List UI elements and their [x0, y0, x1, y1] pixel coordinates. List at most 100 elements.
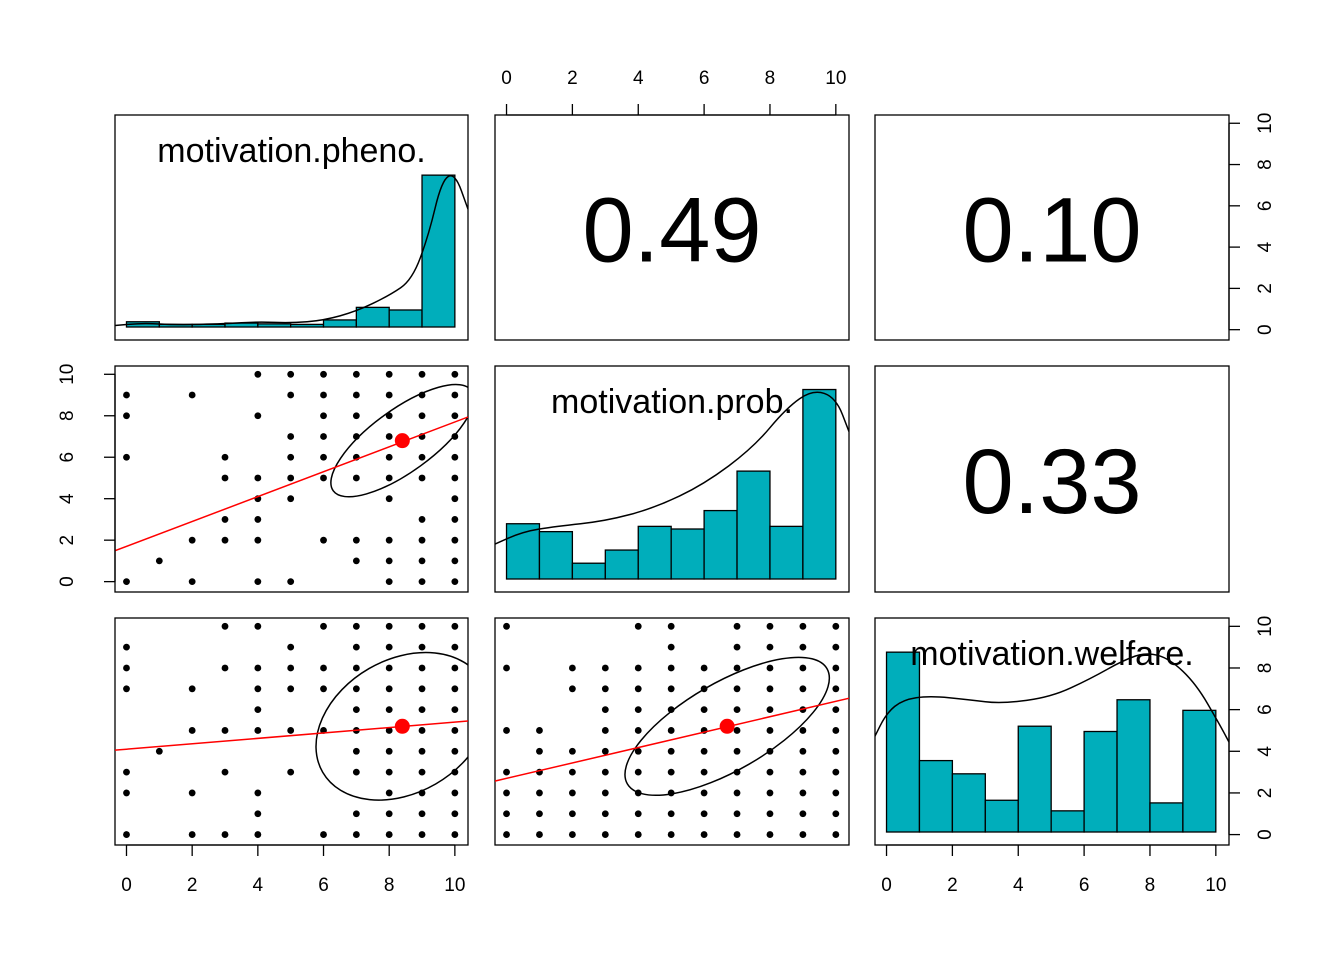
data-point	[287, 768, 295, 776]
data-point	[352, 685, 360, 693]
tick-label: 10	[825, 68, 846, 89]
data-point	[352, 810, 360, 818]
data-point	[385, 370, 393, 378]
data-point	[418, 516, 426, 523]
data-point	[287, 495, 295, 503]
data-point	[733, 810, 741, 818]
data-point	[155, 557, 163, 565]
data-point	[700, 747, 708, 755]
tick-label: 10	[1255, 616, 1276, 637]
data-point	[832, 622, 840, 630]
data-point	[766, 622, 774, 630]
data-point	[254, 831, 262, 838]
data-point	[451, 412, 459, 420]
tick-label: 6	[318, 875, 329, 896]
tick-label: 8	[57, 410, 78, 421]
data-point	[451, 810, 459, 818]
data-point	[832, 706, 840, 714]
data-point	[536, 831, 543, 838]
y-axis-left: 0 2 4 6 8 10	[57, 364, 116, 587]
data-point	[451, 768, 459, 776]
correlation-value: 0.49	[582, 180, 761, 282]
data-point	[188, 391, 196, 399]
histogram-bar	[637, 525, 672, 580]
data-point	[799, 664, 807, 672]
tick-label: 2	[1255, 283, 1276, 294]
histogram-bar	[322, 319, 358, 328]
histogram-bar	[670, 528, 705, 580]
data-point	[832, 664, 840, 672]
data-point	[123, 831, 130, 838]
density-curve	[115, 175, 468, 327]
data-point	[503, 664, 510, 672]
data-point	[667, 706, 675, 714]
data-point	[799, 643, 807, 651]
data-point	[418, 747, 426, 755]
correlation-ellipse	[330, 383, 468, 498]
tick-label: 4	[253, 875, 264, 896]
data-point	[451, 706, 459, 714]
data-point	[123, 391, 130, 399]
data-point	[503, 727, 510, 734]
data-point	[385, 433, 393, 440]
data-point	[123, 768, 130, 776]
panel-frame-0-0	[114, 114, 469, 341]
tick-label: 2	[57, 535, 78, 546]
data-point	[601, 747, 609, 755]
data-point	[799, 831, 807, 838]
data-point	[568, 831, 576, 838]
data-point	[799, 789, 807, 797]
data-point	[254, 474, 262, 482]
data-point	[700, 664, 708, 672]
data-point	[766, 664, 774, 672]
data-point	[254, 685, 262, 693]
data-point	[634, 810, 642, 818]
data-point	[766, 810, 774, 818]
data-point	[123, 578, 130, 586]
data-point	[221, 622, 229, 630]
data-point	[418, 810, 426, 818]
data-point	[352, 706, 360, 714]
tick-label: 6	[699, 68, 710, 89]
data-point	[451, 685, 459, 693]
data-point	[601, 768, 609, 776]
panel-frame-2-1	[494, 617, 850, 846]
data-point	[766, 727, 774, 734]
histogram-bar	[290, 323, 325, 328]
histogram-bar	[355, 306, 390, 328]
data-point	[385, 536, 393, 544]
data-point	[254, 727, 262, 734]
data-point	[733, 747, 741, 755]
data-point	[667, 664, 675, 672]
data-point	[451, 516, 459, 523]
data-point	[451, 474, 459, 482]
data-point	[733, 664, 741, 672]
tick-label: 2	[567, 68, 578, 89]
data-point	[832, 643, 840, 651]
data-point	[667, 727, 675, 734]
histogram-bar	[1050, 810, 1085, 833]
histogram-bar	[1116, 699, 1151, 833]
data-point	[123, 412, 130, 420]
data-point	[221, 727, 229, 734]
histogram-panel-2	[875, 651, 1229, 833]
data-point	[799, 810, 807, 818]
data-point	[766, 706, 774, 714]
data-point	[385, 831, 393, 838]
tick-label: 0	[501, 68, 512, 89]
data-point	[287, 643, 295, 651]
data-point	[451, 433, 459, 440]
data-point	[123, 453, 130, 461]
data-point	[503, 810, 510, 818]
data-point	[385, 578, 393, 586]
data-point	[832, 768, 840, 776]
data-point	[667, 747, 675, 755]
data-point	[287, 727, 295, 734]
data-point	[385, 557, 393, 565]
data-point	[188, 685, 196, 693]
data-point	[254, 810, 262, 818]
data-point	[287, 685, 295, 693]
data-point	[221, 664, 229, 672]
x-axis-top: 0 2 4 6 8 10	[501, 68, 846, 116]
